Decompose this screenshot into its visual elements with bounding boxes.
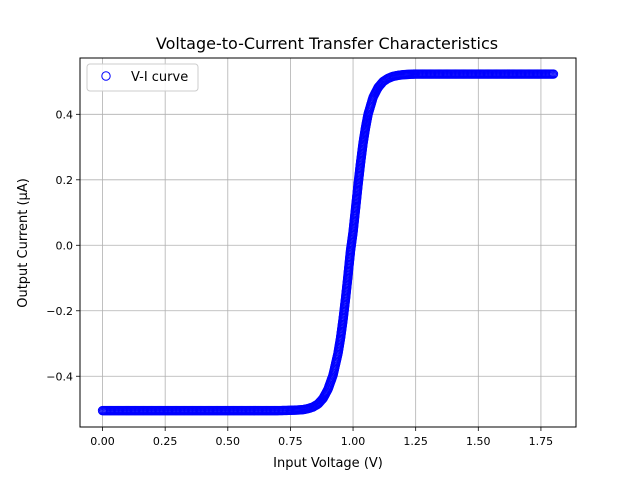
x-tick-label: 0.50 <box>216 435 241 448</box>
x-tick-label: 1.25 <box>403 435 428 448</box>
legend-marker <box>101 71 111 81</box>
y-tick-label: 0.4 <box>56 108 74 121</box>
y-tick-label: −0.2 <box>46 305 73 318</box>
legend-label: V-I curve <box>131 70 188 85</box>
y-tick-label: 0.0 <box>56 239 74 252</box>
legend: V-I curve <box>86 63 199 92</box>
y-axis-ticks: −0.4 −0.2 0.0 0.2 0.4 <box>46 108 80 383</box>
x-tick-label: 0.00 <box>90 435 115 448</box>
x-tick-label: 1.75 <box>529 435 554 448</box>
x-axis-ticks: 0.00 0.25 0.50 0.75 1.00 1.25 1.50 1.75 <box>90 427 553 448</box>
chart-title: Voltage-to-Current Transfer Characterist… <box>156 34 498 53</box>
y-axis-label: Output Current (μA) <box>16 178 31 308</box>
data-point <box>548 69 559 79</box>
legend-box <box>86 63 199 92</box>
y-tick-label: 0.2 <box>56 174 74 187</box>
data-points <box>97 69 559 416</box>
y-tick-label: −0.4 <box>46 370 73 383</box>
grid <box>80 58 576 427</box>
plot-area-frame <box>79 57 577 428</box>
x-tick-label: 1.50 <box>466 435 491 448</box>
x-tick-label: 0.25 <box>153 435 178 448</box>
x-tick-label: 0.75 <box>278 435 303 448</box>
x-tick-label: 1.00 <box>341 435 366 448</box>
x-axis-label: Input Voltage (V) <box>273 456 383 471</box>
